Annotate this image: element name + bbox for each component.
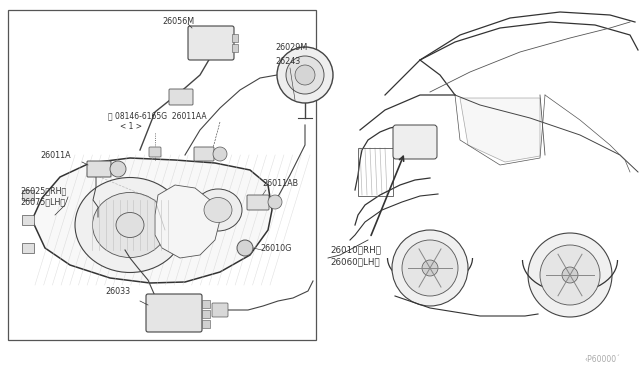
Text: 26011AB: 26011AB: [262, 179, 298, 188]
FancyBboxPatch shape: [393, 125, 437, 159]
Text: Ⓑ 08146-6165G  26011AA: Ⓑ 08146-6165G 26011AA: [108, 111, 207, 120]
Circle shape: [295, 65, 315, 85]
Text: 26011A: 26011A: [40, 151, 70, 160]
Text: 26029M: 26029M: [275, 43, 307, 52]
FancyBboxPatch shape: [188, 26, 234, 60]
Text: 26010〈RH〉: 26010〈RH〉: [330, 245, 381, 254]
Polygon shape: [155, 185, 220, 258]
Circle shape: [540, 245, 600, 305]
Circle shape: [237, 240, 253, 256]
FancyBboxPatch shape: [149, 147, 161, 157]
Circle shape: [392, 230, 468, 306]
Circle shape: [562, 267, 578, 283]
Bar: [232, 34, 238, 42]
Ellipse shape: [194, 189, 242, 231]
Circle shape: [268, 195, 282, 209]
Text: 26010G: 26010G: [260, 244, 291, 253]
Bar: [22, 190, 34, 200]
Ellipse shape: [204, 198, 232, 222]
Bar: [202, 300, 210, 308]
Text: < 1 >: < 1 >: [120, 122, 142, 131]
Bar: [202, 310, 210, 318]
Bar: [22, 215, 34, 225]
Ellipse shape: [93, 192, 168, 257]
Circle shape: [528, 233, 612, 317]
Ellipse shape: [116, 212, 144, 237]
FancyBboxPatch shape: [247, 195, 269, 210]
FancyBboxPatch shape: [194, 147, 214, 161]
Circle shape: [213, 147, 227, 161]
Circle shape: [110, 161, 126, 177]
Polygon shape: [32, 158, 272, 283]
Polygon shape: [460, 98, 540, 162]
Circle shape: [402, 240, 458, 296]
Text: 26243: 26243: [275, 57, 300, 66]
Ellipse shape: [75, 177, 185, 273]
FancyBboxPatch shape: [87, 161, 111, 177]
Text: ‹P60000´: ‹P60000´: [584, 355, 620, 364]
Bar: [8, 10, 316, 340]
Text: 26060〈LH〉: 26060〈LH〉: [330, 257, 380, 266]
Bar: [202, 320, 210, 328]
FancyBboxPatch shape: [169, 89, 193, 105]
Circle shape: [422, 260, 438, 276]
FancyBboxPatch shape: [212, 303, 228, 317]
Circle shape: [277, 47, 333, 103]
Text: 26056M: 26056M: [162, 17, 194, 26]
Text: 26033: 26033: [105, 287, 130, 296]
Bar: [358, 148, 393, 196]
Bar: [232, 44, 238, 52]
Text: 26025〈RH〉: 26025〈RH〉: [20, 186, 67, 195]
Bar: [22, 243, 34, 253]
Circle shape: [286, 56, 324, 94]
FancyBboxPatch shape: [146, 294, 202, 332]
Text: 26075〈LH〉: 26075〈LH〉: [20, 197, 65, 206]
